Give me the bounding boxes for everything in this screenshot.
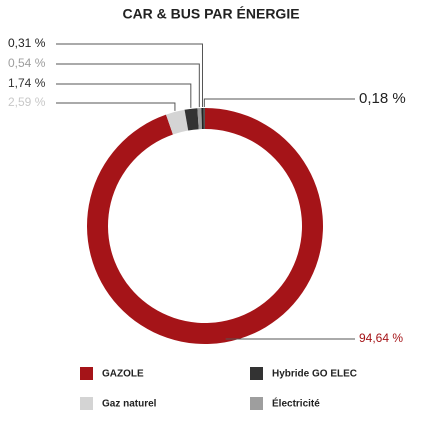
legend-swatch bbox=[250, 397, 263, 410]
value-label: 0,31 % bbox=[8, 36, 46, 50]
legend-label: Gaz naturel bbox=[102, 399, 157, 410]
legend-swatch bbox=[80, 397, 93, 410]
donut-slice bbox=[201, 108, 204, 130]
value-label: 1,74 % bbox=[8, 76, 46, 90]
chart-title: CAR & BUS PAR ÉNERGIE bbox=[122, 6, 299, 22]
legend-swatch bbox=[80, 367, 93, 380]
legend-label: Électricité bbox=[272, 397, 320, 410]
value-label: 0,54 % bbox=[8, 56, 46, 70]
leader-line bbox=[56, 63, 200, 108]
donut-slice bbox=[166, 109, 189, 135]
value-label: 2,59 % bbox=[8, 95, 46, 109]
leader-line bbox=[56, 102, 176, 111]
donut-slice bbox=[197, 108, 203, 130]
leader-line bbox=[203, 98, 355, 108]
donut-slice bbox=[184, 108, 199, 131]
donut-slice bbox=[203, 108, 205, 130]
donut-slice bbox=[87, 108, 324, 344]
legend-label: GAZOLE bbox=[102, 369, 144, 380]
legend-swatch bbox=[250, 367, 263, 380]
value-label: 94,64 % bbox=[359, 331, 403, 345]
leader-line bbox=[56, 83, 192, 108]
legend-label: Hybride GO ELEC bbox=[272, 369, 357, 380]
value-label: 0,18 % bbox=[359, 90, 406, 107]
leader-line bbox=[56, 43, 203, 108]
